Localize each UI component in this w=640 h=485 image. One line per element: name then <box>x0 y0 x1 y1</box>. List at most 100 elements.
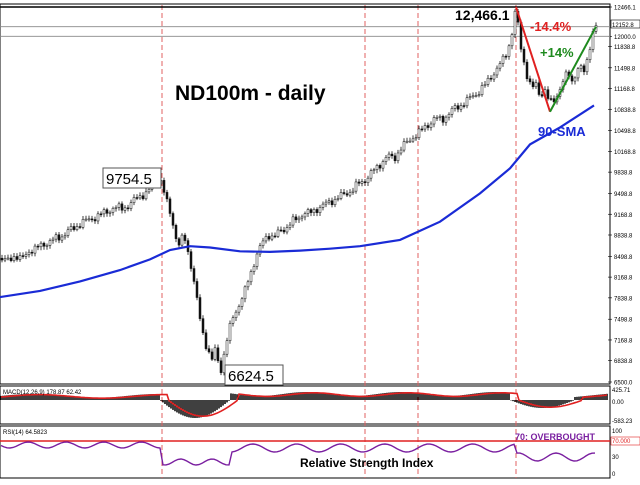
candle-body <box>63 235 67 238</box>
rsi-tick-30: 30 <box>612 455 619 461</box>
candle-body <box>276 229 280 237</box>
price-tick-label: 10498.8 <box>614 129 636 135</box>
candle-body <box>114 207 118 209</box>
candle-body <box>87 218 91 221</box>
candle-body <box>27 251 31 255</box>
candle-body <box>582 65 586 73</box>
candle-body <box>237 306 241 313</box>
macd-histogram <box>0 392 608 418</box>
candle-body <box>255 253 259 267</box>
candle-body <box>513 10 517 35</box>
rsi-70-box <box>610 436 640 446</box>
price-tick-label: 9168.8 <box>614 213 633 219</box>
candle-body <box>573 77 577 82</box>
candle-body <box>489 77 493 80</box>
price-tick-label: 7498.8 <box>614 318 633 324</box>
candle-body <box>225 340 229 355</box>
candle-body <box>33 245 37 254</box>
candle-body <box>24 254 28 257</box>
macd-tick-mid: 0.00 <box>612 400 624 406</box>
candle-body <box>360 181 364 184</box>
candle-body <box>576 68 580 79</box>
price-panel-frame <box>0 3 611 385</box>
price-tick-label: 12466.1 <box>614 6 636 12</box>
candle-body <box>252 266 256 272</box>
candle-body <box>372 169 376 171</box>
candle-body <box>198 297 202 319</box>
label-low-value: 6624.5 <box>228 368 274 385</box>
label-drawdown: -14.4% <box>530 19 572 34</box>
candle-body <box>549 98 553 100</box>
candle-body <box>201 318 205 334</box>
candle-body <box>90 218 94 221</box>
candle-body <box>402 141 406 151</box>
candle-body <box>192 268 196 282</box>
candle-body <box>570 75 574 82</box>
candle-body <box>390 153 394 157</box>
candle-body <box>453 105 457 109</box>
price-tick-label: 10838.8 <box>614 108 636 114</box>
candle-body <box>177 238 181 246</box>
current-price-box <box>610 19 640 29</box>
candle-body <box>285 227 289 233</box>
candle-body <box>258 245 262 255</box>
candle-body <box>465 97 469 107</box>
candle-body <box>327 200 331 203</box>
candle-body <box>96 213 100 222</box>
candle-body <box>375 165 379 170</box>
candle-body <box>42 242 46 247</box>
candle-body <box>84 218 88 221</box>
price-tick-label: 12000.0 <box>614 35 636 41</box>
rsi-caption: Relative Strength Index <box>300 456 434 470</box>
candle-body <box>105 209 109 214</box>
candle-body <box>393 155 397 162</box>
candle-body <box>318 207 322 213</box>
candle-body <box>183 234 187 241</box>
candle-body <box>60 236 64 241</box>
candle-body <box>99 213 103 216</box>
macd-tick-bottom: -583.23 <box>612 419 633 425</box>
candle-body <box>462 105 466 107</box>
candle-body <box>357 181 361 184</box>
candle-body <box>588 49 592 60</box>
candle-body <box>480 85 484 95</box>
candle-body <box>135 197 139 199</box>
sma-90-line <box>0 104 595 299</box>
candle-body <box>21 255 25 257</box>
label-high-value: 9754.5 <box>106 171 152 188</box>
candle-body <box>6 257 10 260</box>
candle-body <box>270 235 274 240</box>
candle-body <box>534 82 538 88</box>
candle-body <box>330 200 334 206</box>
candle-body <box>426 125 430 128</box>
candle-body <box>144 191 148 200</box>
candle-body <box>168 198 172 214</box>
candle-body <box>495 67 499 76</box>
candle-body <box>468 96 472 99</box>
candle-body <box>15 256 19 260</box>
rsi-tick-70: 70.000 <box>612 439 631 445</box>
candle-body <box>315 209 319 213</box>
candle-body <box>336 198 340 200</box>
candle-body <box>243 286 247 300</box>
candle-body <box>309 209 313 213</box>
candle-body <box>579 65 583 69</box>
drawdown-line <box>515 6 551 113</box>
candle-body <box>324 201 328 205</box>
candle-body <box>75 226 79 230</box>
candle-body <box>117 203 121 208</box>
candle-body <box>72 226 76 230</box>
price-tick-label: 8838.8 <box>614 233 633 239</box>
candle-body <box>378 165 382 169</box>
candle-body <box>111 208 115 213</box>
candle-body <box>366 177 370 183</box>
candle-body <box>267 236 271 240</box>
rsi-overbought-label: 70: OVERBOUGHT <box>515 432 596 442</box>
candle-body <box>411 138 415 142</box>
label-rebound: +14% <box>540 45 574 60</box>
candle-body <box>141 195 145 200</box>
candle-body <box>207 348 211 353</box>
candle-body <box>213 347 217 360</box>
candle-body <box>57 234 61 241</box>
candle-body <box>303 213 307 218</box>
